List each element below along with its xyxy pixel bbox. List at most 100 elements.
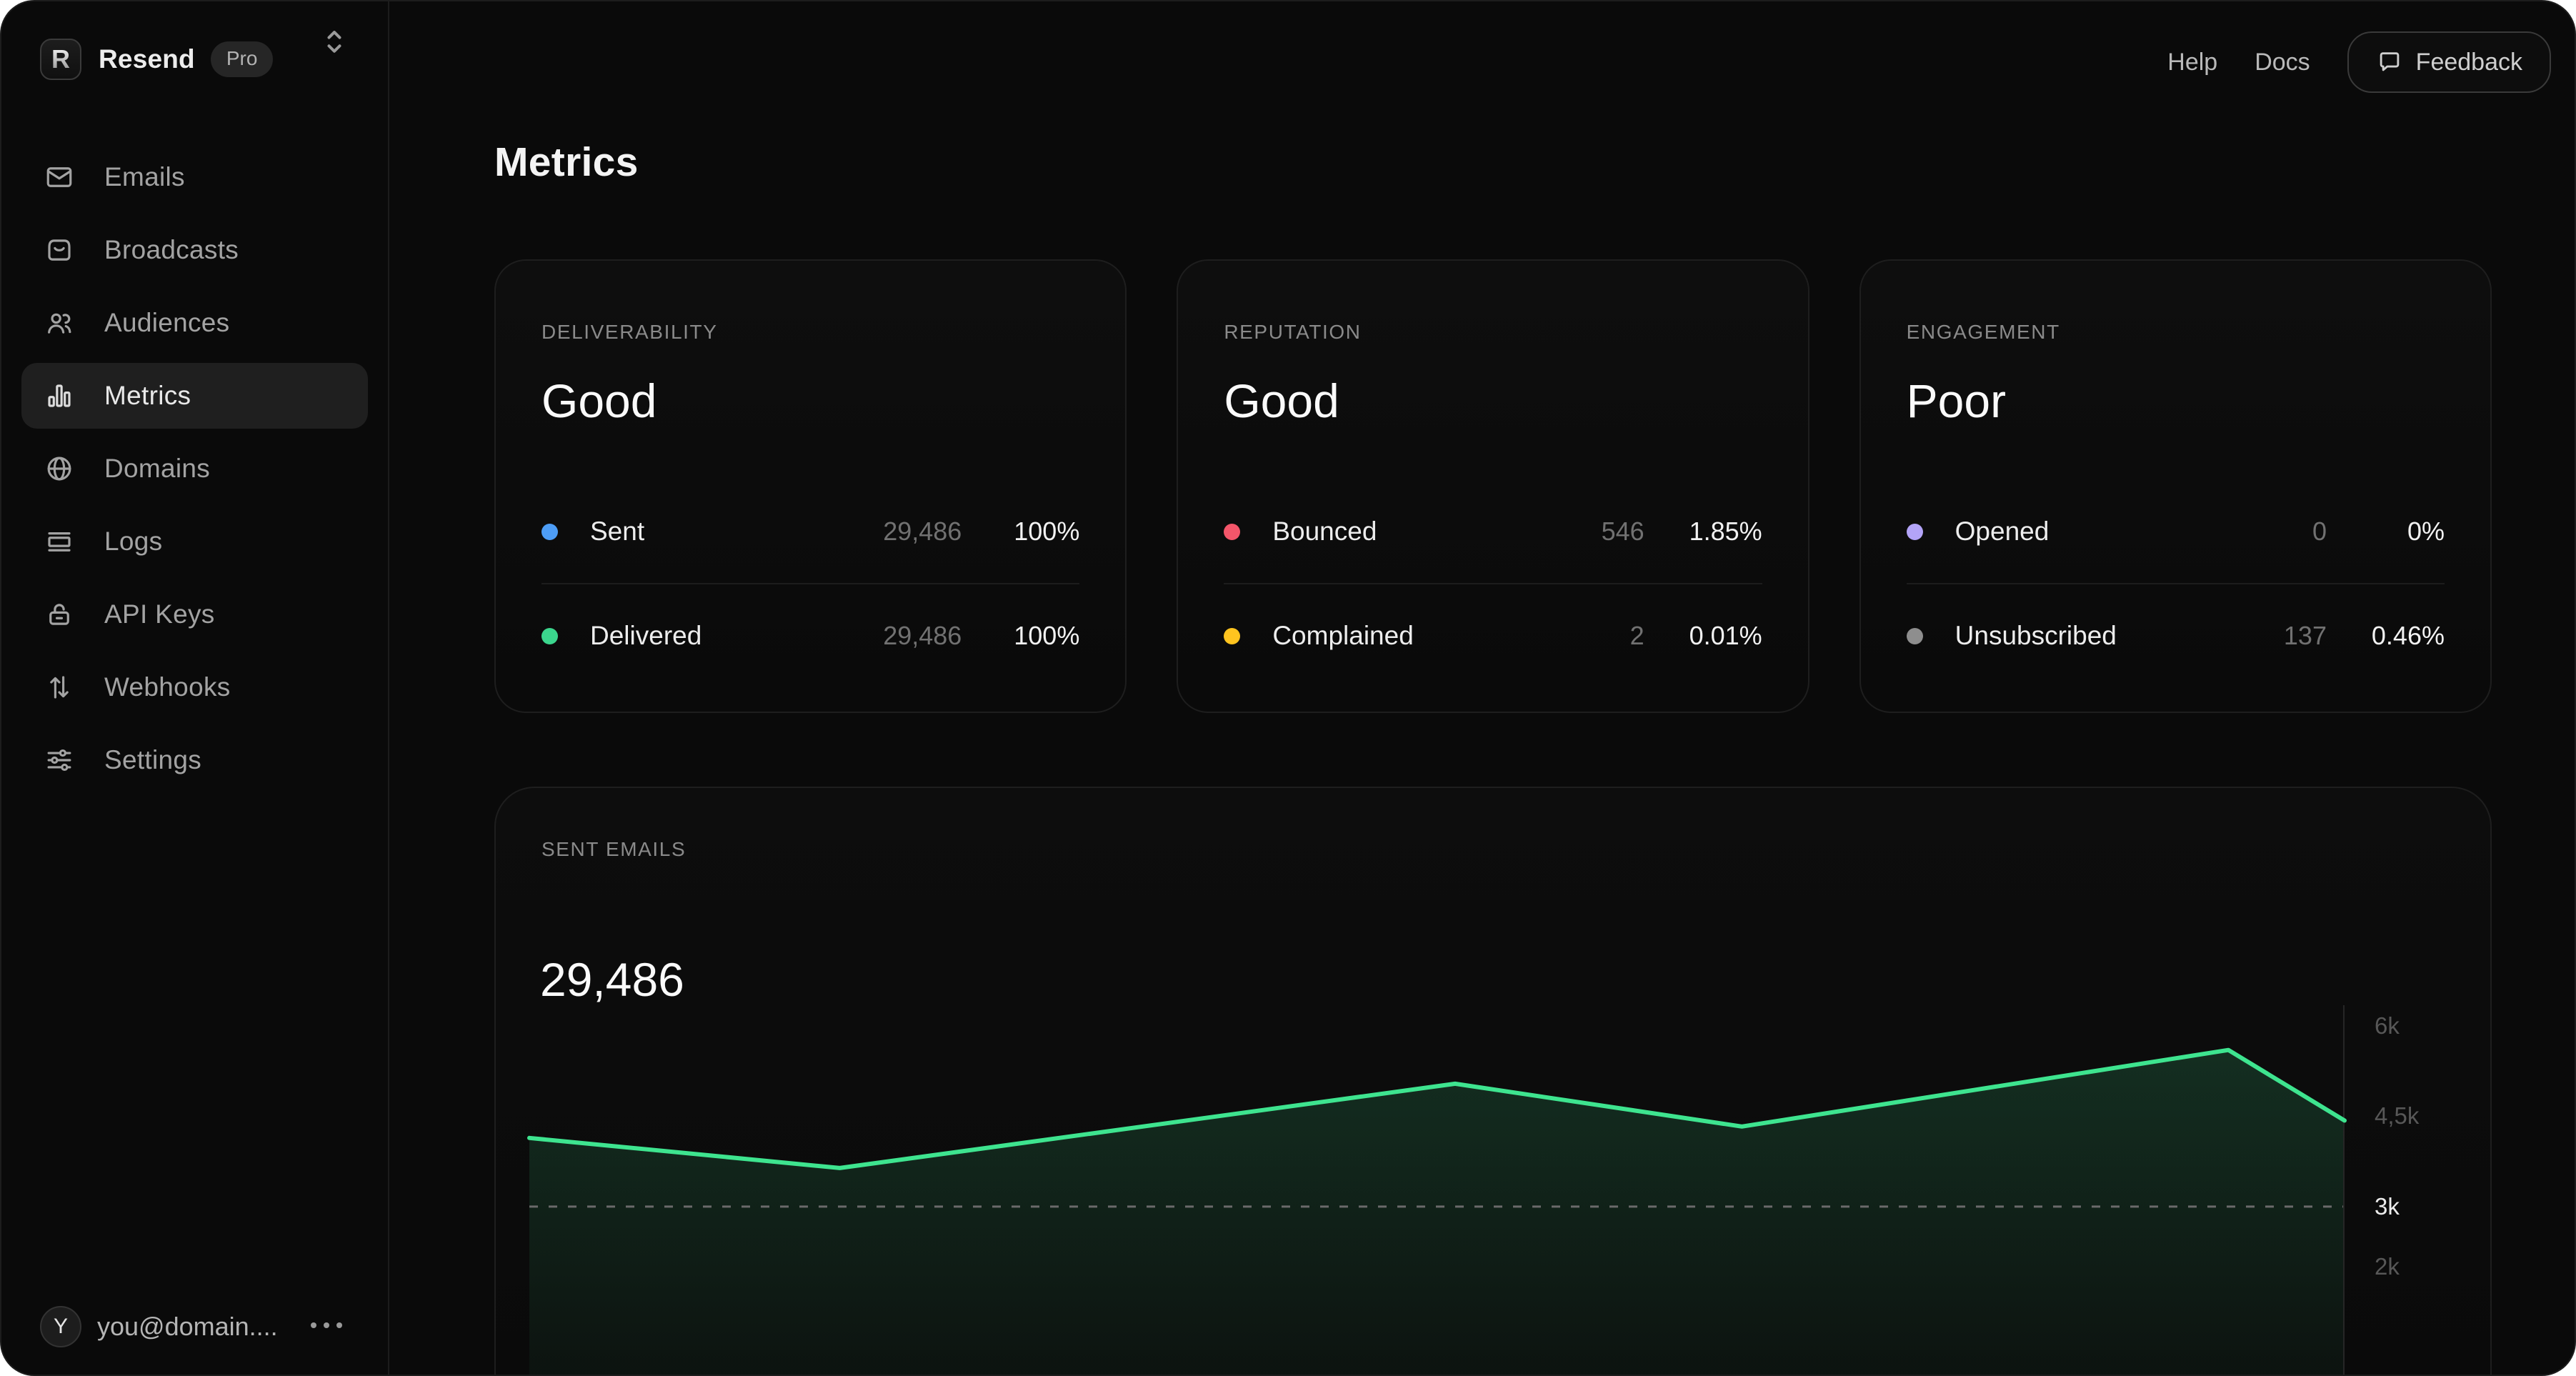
inbox-icon [44, 235, 74, 265]
sidebar-item-logs[interactable]: Logs [21, 509, 368, 574]
sidebar-item-label: Emails [104, 162, 185, 191]
sidebar-item-label: Broadcasts [104, 235, 239, 264]
sidebar-item-api-keys[interactable]: API Keys [21, 582, 368, 647]
metric-percent: 1.85% [1689, 517, 1762, 546]
status-dot [1224, 627, 1241, 644]
metric-count: 546 [1601, 517, 1644, 546]
workspace-switcher[interactable]: R Resend Pro [1, 1, 388, 80]
metric-percent: 100% [1014, 517, 1080, 546]
sidebar-item-label: Webhooks [104, 672, 231, 702]
metric-label: Sent [590, 517, 645, 546]
chart-area-fill [529, 1050, 2345, 1375]
people-icon [44, 308, 74, 338]
sidebar-item-webhooks[interactable]: Webhooks [21, 654, 368, 720]
card-category: ENGAGEMENT [1906, 321, 2060, 343]
sliders-icon [44, 745, 74, 775]
metric-label: Complained [1272, 621, 1414, 650]
sidebar: R Resend Pro Emails [1, 1, 389, 1375]
metric-percent: 0% [2407, 517, 2445, 546]
bar-chart-icon [44, 381, 74, 411]
sidebar-item-label: Metrics [104, 381, 191, 410]
card-category: DELIVERABILITY [541, 321, 718, 343]
metric-count: 0 [2312, 517, 2327, 546]
summary-cards: DELIVERABILITY Good Sent 29,486 100% Del… [494, 259, 2492, 713]
metric-label: Unsubscribed [1955, 621, 2117, 650]
sidebar-item-domains[interactable]: Domains [21, 436, 368, 502]
avatar-initial: Y [53, 1315, 68, 1338]
card-status: Good [541, 374, 657, 427]
metric-count: 29,486 [883, 621, 962, 650]
status-dot [541, 523, 558, 540]
reputation-card: REPUTATION Good Bounced 546 1.85% Compla… [1177, 259, 1809, 713]
lock-icon [44, 599, 74, 629]
sent-emails-card: SENT EMAILS 29,486 6k 4,5k 3k 2k [494, 787, 2492, 1375]
y-tick-label: 4,5k [2375, 1102, 2420, 1130]
account-menu[interactable]: Y you@domain.... [1, 1306, 388, 1347]
card-status: Good [1224, 374, 1339, 427]
status-dot [1906, 627, 1923, 644]
status-dot [1224, 523, 1241, 540]
list-icon [44, 527, 74, 557]
engagement-card: ENGAGEMENT Poor Opened 0 0% Unsubscribed… [1859, 259, 2492, 713]
chart-y-axis: 6k 4,5k 3k 2k [2375, 999, 2490, 1375]
metric-row-delivered: Delivered 29,486 100% [541, 610, 1079, 662]
sidebar-item-audiences[interactable]: Audiences [21, 290, 368, 356]
avatar: Y [40, 1306, 81, 1347]
metric-row-sent: Sent 29,486 100% [541, 506, 1079, 557]
sidebar-item-label: Domains [104, 454, 211, 483]
sidebar-item-settings[interactable]: Settings [21, 727, 368, 793]
divider [1224, 583, 1762, 584]
feedback-button[interactable]: Feedback [2347, 31, 2551, 93]
help-link[interactable]: Help [2167, 48, 2218, 76]
metric-count: 137 [2283, 621, 2327, 650]
chart-card-category: SENT EMAILS [541, 838, 687, 860]
metric-percent: 0.01% [1689, 621, 1762, 650]
card-status: Poor [1906, 374, 2007, 427]
y-tick-label: 2k [2375, 1253, 2400, 1280]
card-rows: Bounced 546 1.85% Complained 2 0.01% [1224, 506, 1762, 662]
metric-row-unsubscribed: Unsubscribed 137 0.46% [1906, 610, 2445, 662]
user-email: you@domain.... [97, 1312, 278, 1341]
metric-label: Delivered [590, 621, 702, 650]
sent-emails-chart-plot [527, 999, 2347, 1375]
workspace-name: Resend [99, 44, 195, 74]
unfold-chevron-icon [320, 26, 349, 61]
main-content: Help Docs Feedback Metrics DELIVERABILIT… [389, 1, 2575, 1375]
metric-row-bounced: Bounced 546 1.85% [1224, 506, 1762, 557]
docs-link[interactable]: Docs [2255, 48, 2310, 76]
divider [541, 583, 1080, 584]
sent-emails-total: 29,486 [540, 953, 684, 1006]
resend-logo-letter: R [51, 44, 70, 74]
sidebar-item-emails[interactable]: Emails [21, 144, 368, 210]
status-dot [1906, 523, 1923, 540]
feedback-bubble-icon [2376, 49, 2403, 76]
plan-badge: Pro [210, 41, 274, 77]
ellipsis-icon[interactable] [308, 1318, 345, 1336]
metric-row-complained: Complained 2 0.01% [1224, 610, 1762, 662]
topbar: Help Docs Feedback [389, 1, 2575, 123]
metric-row-opened: Opened 0 0% [1906, 506, 2445, 557]
status-dot [541, 627, 558, 644]
metric-count: 2 [1629, 621, 1644, 650]
feedback-button-label: Feedback [2415, 48, 2522, 76]
arrows-up-down-icon [44, 672, 74, 702]
metric-percent: 0.46% [2371, 621, 2445, 650]
sidebar-item-label: Logs [104, 527, 163, 556]
card-rows: Sent 29,486 100% Delivered 29,486 100% [541, 506, 1080, 662]
sidebar-nav: Emails Broadcasts [1, 144, 388, 793]
metric-count: 29,486 [883, 517, 962, 546]
metric-percent: 100% [1014, 621, 1080, 650]
sidebar-item-label: API Keys [104, 599, 215, 629]
sidebar-item-broadcasts[interactable]: Broadcasts [21, 217, 368, 283]
sidebar-item-label: Audiences [104, 308, 230, 337]
globe-icon [44, 454, 74, 484]
metric-label: Opened [1955, 517, 2050, 546]
deliverability-card: DELIVERABILITY Good Sent 29,486 100% Del… [494, 259, 1127, 713]
card-rows: Opened 0 0% Unsubscribed 137 0.46% [1906, 506, 2445, 662]
page-title: Metrics [494, 139, 639, 185]
sidebar-item-metrics[interactable]: Metrics [21, 363, 368, 429]
divider [1906, 583, 2445, 584]
sidebar-item-label: Settings [104, 745, 202, 774]
resend-logo: R [40, 39, 81, 80]
